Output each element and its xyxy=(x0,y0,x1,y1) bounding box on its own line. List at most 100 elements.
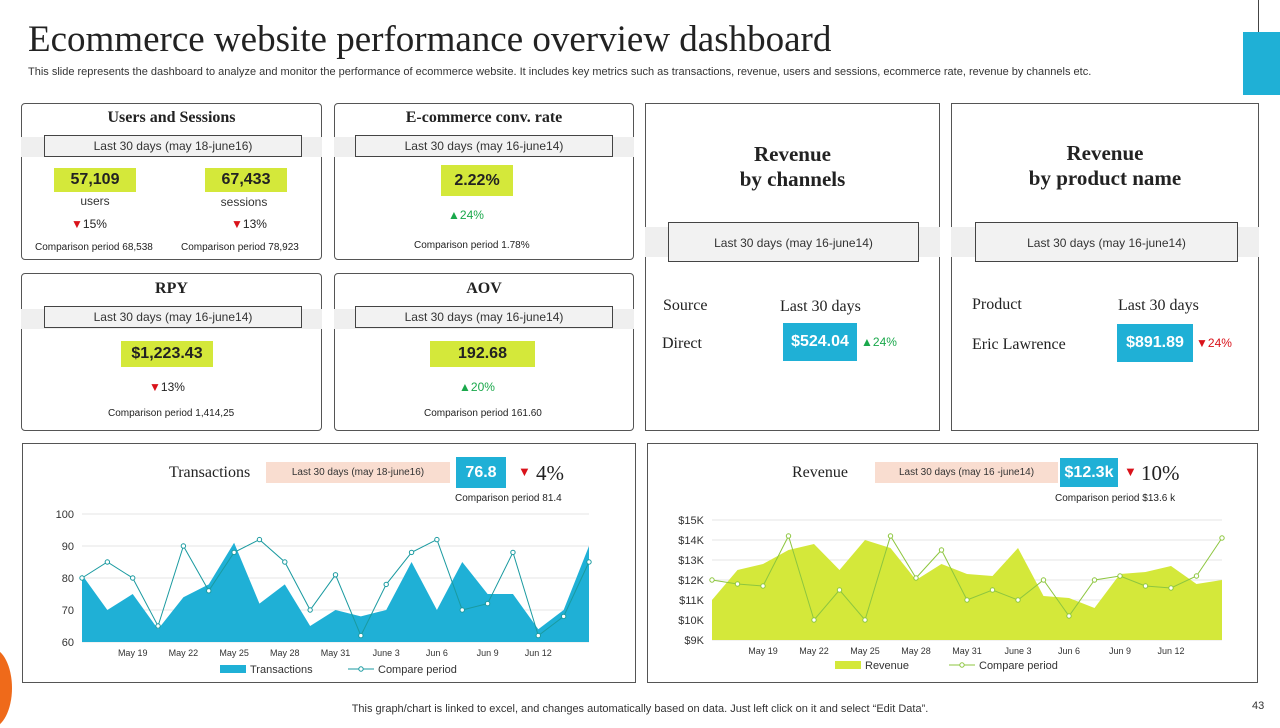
product-label: Eric Lawrence xyxy=(972,336,1066,353)
page-number: 43 xyxy=(1252,700,1265,712)
compare-period-point xyxy=(180,543,187,549)
conv-rate-comparison: Comparison period 1.78% xyxy=(414,240,530,251)
y-tick-label: $14K xyxy=(678,535,704,547)
down-arrow-icon: ▼ xyxy=(149,380,161,394)
sessions-value: 67,433 xyxy=(205,168,287,192)
compare-period-point xyxy=(709,577,715,583)
area-series-transactions xyxy=(82,542,589,642)
area-series-revenue xyxy=(712,540,1222,640)
compare-period-point xyxy=(256,536,263,543)
x-tick-label: May 19 xyxy=(748,646,778,656)
y-tick-label: 90 xyxy=(62,541,74,553)
conv-rate-change: ▲24% xyxy=(448,208,484,222)
x-tick-label: Jun 9 xyxy=(1109,646,1131,656)
conv-rate-value: 2.22% xyxy=(441,165,513,196)
compare-period-point xyxy=(887,533,894,539)
compare-period-point xyxy=(760,583,766,589)
x-tick-label: May 22 xyxy=(169,648,199,658)
x-tick-label: June 3 xyxy=(373,648,400,658)
card-title: E-commerce conv. rate xyxy=(405,109,563,126)
aov-value: 192.68 xyxy=(430,341,535,367)
revenue-panel xyxy=(647,443,1258,683)
users-label: users xyxy=(80,194,110,208)
x-tick-label: Jun 12 xyxy=(1157,646,1184,656)
y-tick-label: $12K xyxy=(678,575,704,587)
sessions-comparison: Comparison period 78,923 xyxy=(181,242,299,253)
source-header: Source xyxy=(663,297,708,314)
y-tick-label: $10K xyxy=(678,615,704,627)
up-arrow-icon: ▲ xyxy=(448,208,460,222)
compare-period-point xyxy=(130,575,136,581)
footer-note: This graph/chart is linked to excel, and… xyxy=(351,703,929,715)
compare-period-point xyxy=(785,533,792,539)
compare-period-point xyxy=(1091,577,1098,583)
compare-period-point xyxy=(383,581,389,588)
compare-period-point xyxy=(231,549,237,556)
x-tick-label: May 28 xyxy=(270,648,300,658)
compare-period-point xyxy=(408,549,415,556)
compare-period-point xyxy=(586,559,592,565)
y-tick-label: 70 xyxy=(62,605,74,617)
period-label: Last 30 days (may 18-june16) xyxy=(44,135,302,157)
aov-comparison: Comparison period 161.60 xyxy=(424,408,542,419)
revenue-change: 10% xyxy=(1141,461,1180,485)
down-arrow-icon: ▼ xyxy=(1196,336,1208,350)
product-header: Product xyxy=(972,296,1022,313)
rpy-value: $1,223.43 xyxy=(121,341,213,367)
x-tick-label: Jun 6 xyxy=(1058,646,1080,656)
x-tick-label: Jun 6 xyxy=(426,648,448,658)
corner-frame-decoration xyxy=(1258,0,1280,34)
transactions-comparison: Comparison period 81.4 xyxy=(455,493,562,504)
compare-period-point xyxy=(1117,573,1123,579)
x-tick-label: May 31 xyxy=(952,646,982,656)
rpy-change: ▼13% xyxy=(149,380,185,394)
up-arrow-icon: ▲ xyxy=(861,335,873,349)
transactions-period: Last 30 days (may 18-june16) xyxy=(266,462,450,483)
corner-orange-decoration xyxy=(0,648,12,728)
card-title-line1: Revenue xyxy=(754,142,831,166)
compare-period-point xyxy=(1040,577,1047,583)
revenue-value: $12.3k xyxy=(1060,458,1118,487)
x-tick-label: May 28 xyxy=(901,646,931,656)
period-label: Last 30 days (may 16-june14) xyxy=(975,222,1238,262)
users-comparison: Comparison period 68,538 xyxy=(35,242,153,253)
y-tick-label: 60 xyxy=(62,637,74,649)
compare-period-point xyxy=(79,575,85,581)
revenue-title: Revenue xyxy=(792,464,848,481)
compare-period-point xyxy=(1193,573,1200,579)
sessions-change: ▼13% xyxy=(231,217,267,231)
y-tick-label: $11K xyxy=(679,595,705,607)
down-arrow-icon: ▼ xyxy=(518,464,531,479)
rpy-comparison: Comparison period 1,414,25 xyxy=(108,408,235,419)
revenue-chart: $9K $10K $11K $12K $13K $14K $15K May 19 May 22 M… xyxy=(678,515,1225,672)
users-change: ▼15% xyxy=(71,217,107,231)
transactions-title: Transactions xyxy=(169,464,251,481)
down-arrow-icon: ▼ xyxy=(71,217,83,231)
compare-period-point xyxy=(358,632,364,639)
compare-period-point xyxy=(434,536,440,543)
card-title: RPY xyxy=(155,280,188,297)
compare-period-point xyxy=(734,581,741,587)
x-tick-label: May 19 xyxy=(118,648,148,658)
x-tick-label: May 25 xyxy=(850,646,880,656)
legend-label: Compare period xyxy=(378,664,457,676)
direct-change: ▲24% xyxy=(861,335,897,349)
card-title-line2: by channels xyxy=(739,167,846,191)
legend-label: Transactions xyxy=(250,664,313,676)
legend-label: Revenue xyxy=(865,660,909,672)
compare-period-point xyxy=(836,587,843,593)
y-tick-label: 100 xyxy=(56,509,74,521)
compare-period-point xyxy=(459,607,465,613)
transactions-value: 76.8 xyxy=(456,457,506,488)
x-tick-label: June 3 xyxy=(1004,646,1031,656)
period-label: Last 30 days (may 16-june14) xyxy=(355,306,613,328)
direct-value: $524.04 xyxy=(783,323,857,361)
compare-period-point xyxy=(811,617,817,623)
compare-period-point xyxy=(938,547,945,553)
transactions-change: 4% xyxy=(536,461,564,485)
transactions-chart: 60 70 80 90 100 May 19 May 22 May 25 May 28 May 3… xyxy=(56,509,592,676)
period-label: Last 30 days (may 16-june14) xyxy=(44,306,302,328)
compare-period-point xyxy=(1142,583,1149,589)
direct-label: Direct xyxy=(662,335,702,352)
compare-period-point xyxy=(1168,585,1174,591)
